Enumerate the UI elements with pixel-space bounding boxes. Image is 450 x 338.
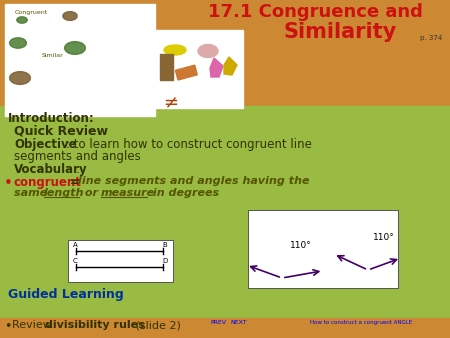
Ellipse shape <box>17 17 27 23</box>
Text: in degrees: in degrees <box>149 188 219 198</box>
Ellipse shape <box>9 38 27 48</box>
Polygon shape <box>224 57 237 75</box>
Text: or: or <box>81 188 102 198</box>
Bar <box>176 65 197 80</box>
Text: 17.1 Congruence and: 17.1 Congruence and <box>207 3 423 21</box>
Polygon shape <box>210 58 223 77</box>
Text: 110°: 110° <box>290 241 312 250</box>
Text: B: B <box>162 242 167 248</box>
Text: D: D <box>162 258 167 264</box>
Text: (slide 2): (slide 2) <box>132 320 181 330</box>
Text: A: A <box>73 242 78 248</box>
Bar <box>248 210 398 288</box>
Text: Objective: Objective <box>14 138 76 151</box>
Text: line segments and angles having the: line segments and angles having the <box>78 176 310 186</box>
Bar <box>155 30 243 108</box>
Bar <box>5 4 155 116</box>
Text: Similarity: Similarity <box>284 22 396 42</box>
Text: Similar: Similar <box>42 53 64 58</box>
Text: :: : <box>101 288 105 301</box>
Text: How to construct a congruent ANGLE: How to construct a congruent ANGLE <box>310 320 412 325</box>
Text: same: same <box>14 188 51 198</box>
Text: •: • <box>4 320 11 333</box>
Text: Vocabulary: Vocabulary <box>14 163 88 176</box>
Text: C: C <box>73 258 78 264</box>
Text: •: • <box>4 176 13 191</box>
Text: Congruent: Congruent <box>15 10 48 15</box>
Text: p. 374: p. 374 <box>420 35 442 41</box>
Text: length: length <box>44 188 85 198</box>
Bar <box>0 318 450 338</box>
Text: =: = <box>70 176 80 189</box>
Ellipse shape <box>65 42 86 54</box>
Text: Introduction:: Introduction: <box>8 112 95 125</box>
Text: 110°: 110° <box>373 233 395 242</box>
Text: Review: Review <box>12 320 55 330</box>
Ellipse shape <box>63 11 77 20</box>
Text: Quick Review: Quick Review <box>14 125 108 138</box>
Bar <box>68 240 173 282</box>
Text: PREV: PREV <box>210 320 226 325</box>
Text: :: : <box>76 163 80 176</box>
Text: congruent: congruent <box>14 176 82 189</box>
Text: segments and angles: segments and angles <box>14 150 141 163</box>
Bar <box>0 106 450 338</box>
Bar <box>160 54 173 80</box>
Text: ≠: ≠ <box>163 94 178 112</box>
Ellipse shape <box>9 72 31 84</box>
Ellipse shape <box>164 45 186 55</box>
Text: : to learn how to construct congruent line: : to learn how to construct congruent li… <box>66 138 312 151</box>
Text: divisibility rules: divisibility rules <box>45 320 145 330</box>
Text: NEXT: NEXT <box>230 320 247 325</box>
Text: Guided Learning: Guided Learning <box>8 288 124 301</box>
Text: measure: measure <box>101 188 155 198</box>
Ellipse shape <box>198 45 218 57</box>
